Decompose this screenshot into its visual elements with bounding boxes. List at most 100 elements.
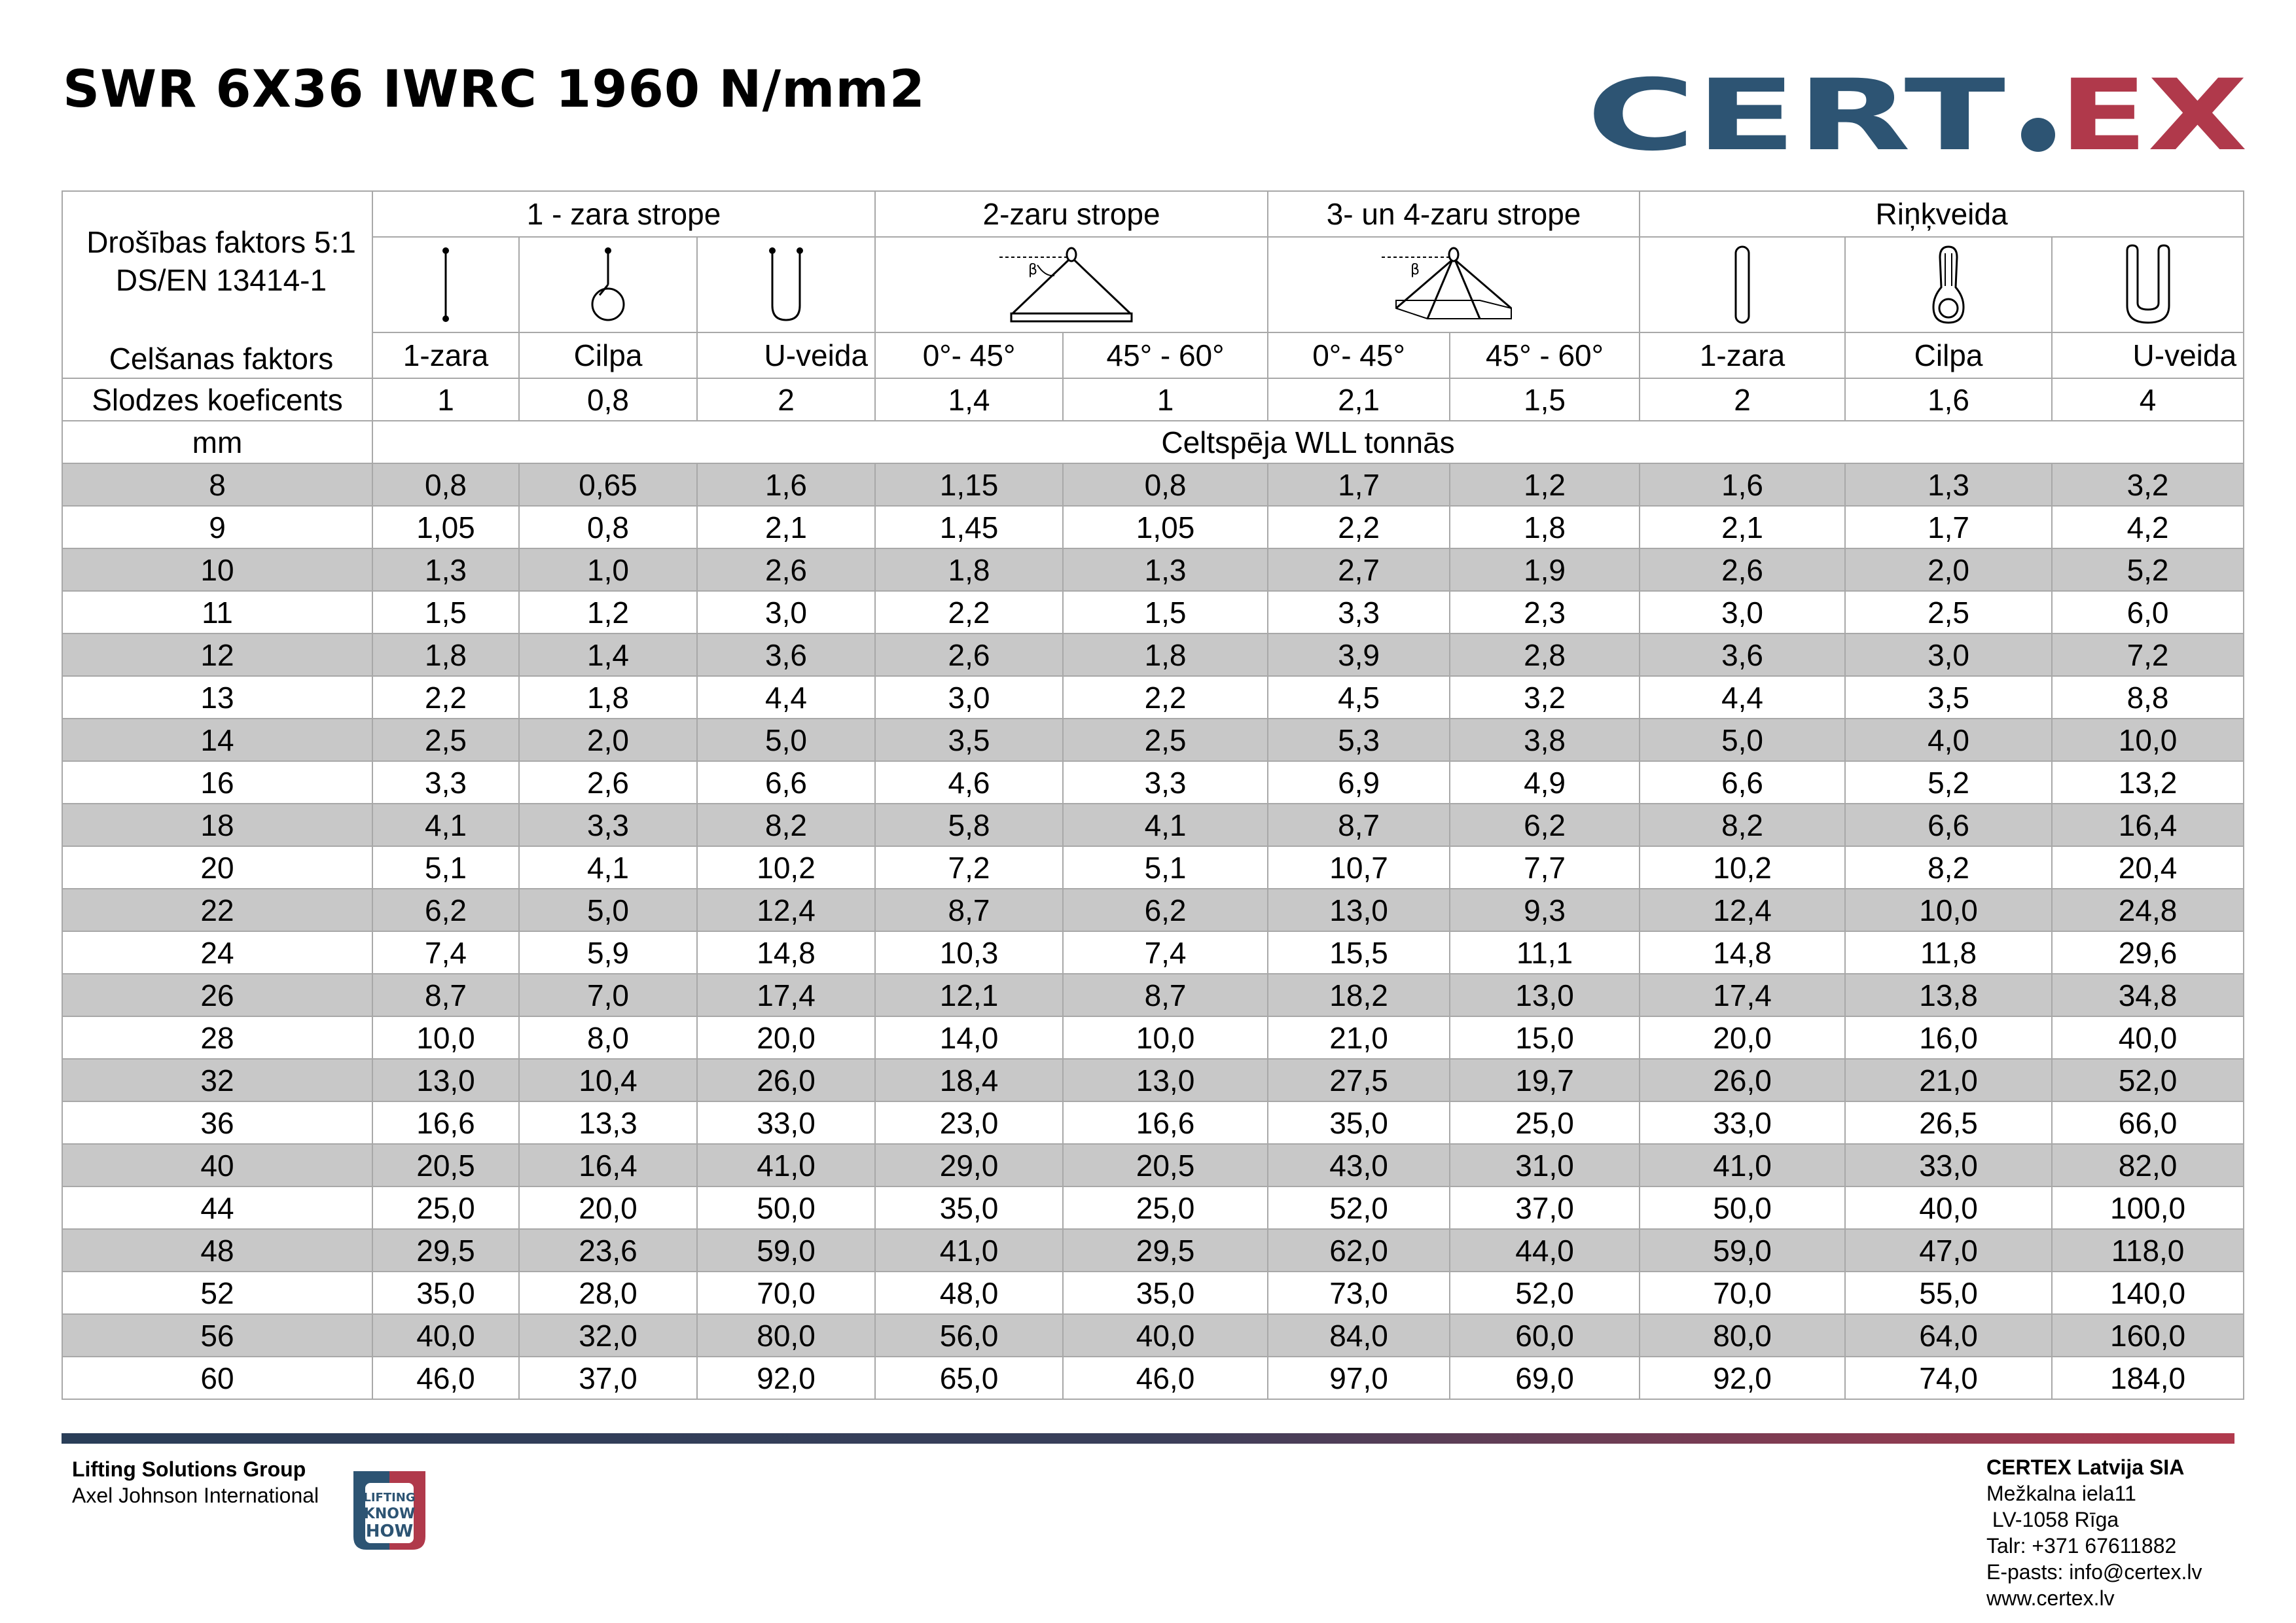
table-row: 8 0,8 0,65 1,6 1,15 0,8 1,7 1,2 1,6 1,3 3,2 — [62, 463, 2245, 507]
load-coef-label: Slodzes koeficents — [62, 378, 373, 421]
wll-cell: 25,0 — [1449, 1101, 1641, 1145]
wll-cell: 69,0 — [1449, 1356, 1641, 1400]
wll-cell: 1,15 — [874, 463, 1064, 507]
wll-cell: 46,0 — [372, 1356, 520, 1400]
wll-cell: 21,0 — [1844, 1058, 2053, 1102]
wll-cell: 92,0 — [696, 1356, 876, 1400]
wll-cell: 50,0 — [696, 1186, 876, 1230]
wll-cell: 4,0 — [1844, 718, 2053, 762]
wll-cell: 21,0 — [1267, 1016, 1451, 1060]
wll-cell: 2,7 — [1267, 548, 1451, 592]
diameter-cell: 13 — [62, 675, 373, 719]
wll-cell: 26,0 — [1639, 1058, 1846, 1102]
wll-cell: 9,3 — [1449, 888, 1641, 932]
diameter-cell: 40 — [62, 1143, 373, 1187]
wll-cell: 1,9 — [1449, 548, 1641, 592]
wll-cell: 23,0 — [874, 1101, 1064, 1145]
header-label-cell: Drošības faktors 5:1 DS/EN 13414-1 Celša… — [62, 190, 373, 379]
sub-header: 0°- 45° — [1267, 332, 1451, 379]
wll-cell: 48,0 — [874, 1271, 1064, 1315]
wll-cell: 3,5 — [874, 718, 1064, 762]
mm-label: mm — [62, 420, 373, 464]
wll-cell: 2,8 — [1449, 633, 1641, 677]
diameter-cell: 56 — [62, 1313, 373, 1357]
wll-cell: 2,2 — [874, 590, 1064, 634]
wll-cell: 6,6 — [1639, 760, 1846, 804]
wll-cell: 2,5 — [1062, 718, 1269, 762]
sub-header: U-veida — [696, 332, 876, 379]
wll-cell: 7,2 — [2051, 633, 2245, 677]
wll-cell: 2,0 — [1844, 548, 2053, 592]
diameter-cell: 32 — [62, 1058, 373, 1102]
diameter-cell: 44 — [62, 1186, 373, 1230]
wll-cell: 8,2 — [696, 803, 876, 847]
wll-cell: 14,8 — [1639, 931, 1846, 974]
wll-label: Celtspēja WLL tonnās — [371, 420, 2245, 464]
wll-cell: 82,0 — [2051, 1143, 2245, 1187]
four-leg-sling-icon: β — [1267, 236, 1641, 334]
wll-cell: 1,6 — [1639, 463, 1846, 507]
wll-cell: 16,4 — [2051, 803, 2245, 847]
wll-cell: 40,0 — [1062, 1313, 1269, 1357]
wll-cell: 32,0 — [518, 1313, 698, 1357]
wll-cell: 17,4 — [1639, 973, 1846, 1017]
wll-cell: 0,8 — [1062, 463, 1269, 507]
wll-cell: 16,0 — [1844, 1016, 2053, 1060]
wll-cell: 3,6 — [1639, 633, 1846, 677]
diameter-cell: 48 — [62, 1228, 373, 1272]
loop-sling-icon — [518, 236, 698, 334]
two-leg-sling-icon: β — [874, 236, 1269, 334]
wll-cell: 3,3 — [1062, 760, 1269, 804]
wll-cell: 33,0 — [696, 1101, 876, 1145]
email-link[interactable]: E-pasts: info@certex.lv — [1986, 1560, 2202, 1584]
group-endless: Riņķveida — [1639, 190, 2245, 238]
parent-company: Axel Johnson International — [72, 1484, 319, 1507]
wll-cell: 59,0 — [1639, 1228, 1846, 1272]
table-row: 28 10,0 8,0 20,0 14,0 10,0 21,0 15,0 20,0 16,0 40,… — [62, 1016, 2245, 1060]
badge-line-2: KNOW — [364, 1506, 415, 1522]
wll-cell: 60,0 — [1449, 1313, 1641, 1357]
wll-cell: 6,2 — [372, 888, 520, 932]
table-row: 13 2,2 1,8 4,4 3,0 2,2 4,5 3,2 4,4 3,5 8,8 — [62, 675, 2245, 719]
table-row: 9 1,05 0,8 2,1 1,45 1,05 2,2 1,8 2,1 1,7 4,2 — [62, 505, 2245, 549]
address-line-2: LV-1058 Rīga — [1986, 1508, 2119, 1531]
coef-cell: 0,8 — [518, 378, 698, 421]
wll-cell: 40,0 — [1844, 1186, 2053, 1230]
wll-cell: 4,1 — [372, 803, 520, 847]
wll-cell: 80,0 — [696, 1313, 876, 1357]
wll-cell: 1,8 — [518, 675, 698, 719]
beta-label: β — [1028, 262, 1037, 278]
wll-cell: 70,0 — [696, 1271, 876, 1315]
wll-cell: 3,2 — [1449, 675, 1641, 719]
page-title: SWR 6X36 IWRC 1960 N/mm2 — [63, 60, 925, 119]
wll-cell: 7,4 — [1062, 931, 1269, 974]
wll-cell: 3,0 — [696, 590, 876, 634]
wll-cell: 10,7 — [1267, 846, 1451, 889]
wll-cell: 6,2 — [1062, 888, 1269, 932]
wll-cell: 40,0 — [372, 1313, 520, 1357]
wll-cell: 4,9 — [1449, 760, 1641, 804]
wll-cell: 12,4 — [696, 888, 876, 932]
website-link[interactable]: www.certex.lv — [1986, 1586, 2115, 1610]
table-row: 56 40,0 32,0 80,0 56,0 40,0 84,0 60,0 80,0 64,0 16… — [62, 1313, 2245, 1357]
company-contact: CERTEX Latvija SIA Mežkalna iela11 LV-10… — [1986, 1454, 2202, 1611]
table-row: 52 35,0 28,0 70,0 48,0 35,0 73,0 52,0 70,0 55,0 14… — [62, 1271, 2245, 1315]
diameter-cell: 9 — [62, 505, 373, 549]
wll-cell: 6,0 — [2051, 590, 2245, 634]
diameter-cell: 24 — [62, 931, 373, 974]
wll-cell: 12,1 — [874, 973, 1064, 1017]
wll-cell: 33,0 — [1639, 1101, 1846, 1145]
wll-cell: 14,0 — [874, 1016, 1064, 1060]
footer-divider — [62, 1433, 2234, 1444]
sub-header: Cilpa — [518, 332, 698, 379]
lifting-factor-label: Celšanas faktors — [109, 342, 334, 376]
table-body: 8 0,8 0,65 1,6 1,15 0,8 1,7 1,2 1,6 1,3 3,2 9 1,05 0,… — [62, 463, 2245, 1400]
wll-cell: 184,0 — [2051, 1356, 2245, 1400]
coef-cell: 4 — [2051, 378, 2245, 421]
badge-line-1: LIFTING — [363, 1491, 415, 1505]
wll-cell: 34,8 — [2051, 973, 2245, 1017]
badge-line-3: HOW — [366, 1522, 414, 1541]
svg-text:CERT: CERT — [1587, 72, 2005, 156]
wll-cell: 11,1 — [1449, 931, 1641, 974]
wll-cell: 20,0 — [696, 1016, 876, 1060]
